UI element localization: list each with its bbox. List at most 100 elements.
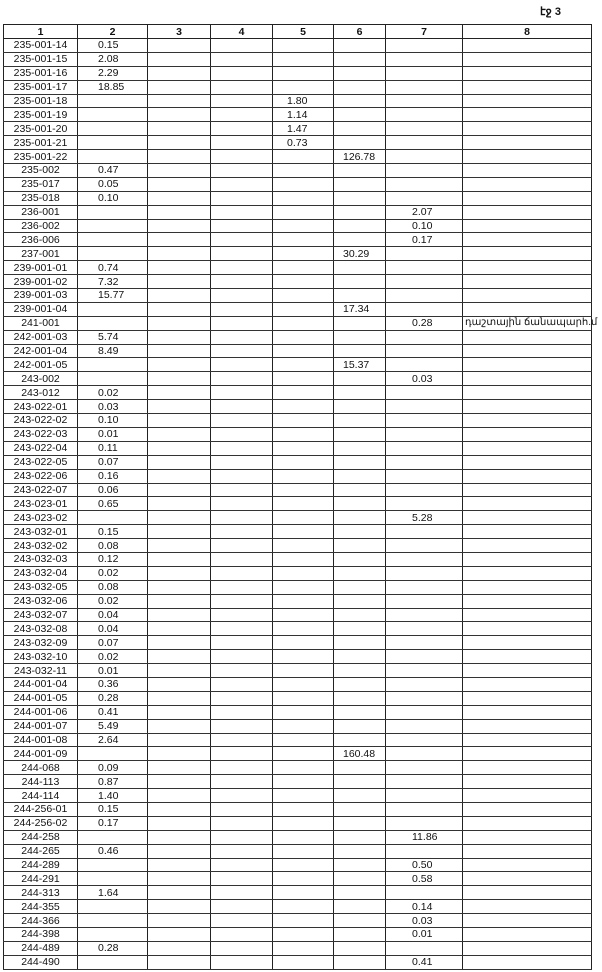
value-cell [333, 871, 386, 887]
value-cell [147, 65, 211, 81]
value-cell [385, 65, 463, 81]
value-cell [210, 649, 273, 665]
value-cell [462, 51, 592, 67]
value-cell [333, 676, 386, 692]
parcel-code-cell: 235-001-17 [3, 79, 78, 95]
value-cell [147, 315, 211, 331]
value-cell [385, 496, 463, 512]
value-cell [272, 343, 334, 359]
value-cell [272, 649, 334, 665]
value-cell [272, 79, 334, 95]
value-cell [462, 468, 592, 484]
value-cell [272, 607, 334, 623]
value-cell [333, 565, 386, 581]
value-cell: 5.28 [385, 510, 463, 526]
parcel-code-cell: 243-012 [3, 385, 78, 401]
value-cell [147, 357, 211, 373]
value-cell [147, 413, 211, 428]
value-cell [210, 718, 273, 734]
table-row: 243-012 0.02 [3, 385, 592, 401]
value-cell [333, 204, 386, 220]
value-cell [147, 551, 211, 567]
table-row: 243-032-03 0.12 [3, 551, 592, 567]
parcel-code-cell: 244-001-09 [3, 746, 78, 762]
value-cell [210, 482, 273, 498]
table-row: 243-022-07 0.06 [3, 482, 592, 498]
value-cell [272, 274, 334, 290]
value-cell [333, 635, 386, 651]
parcel-code-cell: 235-001-18 [3, 93, 78, 109]
table-row: 243-022-04 0.11 [3, 440, 592, 456]
value-cell [385, 621, 463, 637]
value-cell [147, 371, 211, 387]
value-cell [77, 954, 148, 970]
value-cell [210, 843, 273, 859]
value-cell [210, 801, 273, 817]
value-cell [462, 204, 592, 220]
value-cell [272, 871, 334, 887]
value-cell [272, 704, 334, 720]
value-cell [462, 913, 592, 928]
value-cell: 15.77 [77, 288, 148, 303]
value-cell [147, 274, 211, 290]
value-cell [462, 413, 592, 428]
value-cell [333, 65, 386, 81]
value-cell [333, 399, 386, 415]
table-body: 235-001-14 0.15 235-001-15 2.08 235-001-16 2.… [3, 38, 597, 970]
value-cell: 0.74 [77, 260, 148, 276]
value-cell [385, 565, 463, 581]
value-cell [272, 746, 334, 762]
value-cell [385, 274, 463, 290]
value-cell [210, 38, 273, 53]
table-row: 243-022-01 0.03 [3, 399, 592, 415]
parcel-code-cell: 243-032-09 [3, 635, 78, 651]
parcel-code-cell: 244-001-06 [3, 704, 78, 720]
value-cell [333, 940, 386, 956]
value-cell [333, 454, 386, 470]
value-cell: 7.32 [77, 274, 148, 290]
value-cell [272, 399, 334, 415]
value-cell [385, 579, 463, 595]
value-cell [385, 760, 463, 776]
value-cell [210, 913, 273, 928]
table-row: 243-023-01 0.65 [3, 496, 592, 512]
value-cell [272, 857, 334, 873]
parcel-code-cell: 243-022-07 [3, 482, 78, 498]
table-row: 235-001-19 1.14 [3, 107, 592, 123]
parcel-code-cell: 244-489 [3, 940, 78, 956]
value-cell: 0.28 [385, 315, 463, 331]
value-cell [385, 663, 463, 678]
value-cell [462, 260, 592, 276]
value-cell [462, 954, 592, 970]
value-cell [333, 801, 386, 817]
value-cell [272, 510, 334, 526]
value-cell [147, 704, 211, 720]
value-cell [147, 93, 211, 109]
value-cell [210, 190, 273, 206]
table-row: 243-022-02 0.10 [3, 413, 592, 428]
value-cell [210, 510, 273, 526]
table-row: 242-001-03 5.74 [3, 329, 592, 345]
value-cell [272, 468, 334, 484]
value-cell [385, 718, 463, 734]
parcel-code-cell: 239-001-04 [3, 301, 78, 317]
value-cell [333, 413, 386, 428]
value-cell [333, 371, 386, 387]
value-cell: 0.58 [385, 871, 463, 887]
value-cell [385, 343, 463, 359]
value-cell: 0.15 [77, 801, 148, 817]
value-cell [272, 496, 334, 512]
value-cell [462, 621, 592, 637]
value-cell: 0.28 [77, 940, 148, 956]
parcel-code-cell: 243-032-10 [3, 649, 78, 665]
value-cell [147, 732, 211, 748]
value-cell: 0.87 [77, 774, 148, 790]
value-cell [462, 440, 592, 456]
value-cell [210, 440, 273, 456]
value-cell [462, 607, 592, 623]
value-cell: 0.17 [385, 232, 463, 248]
value-cell [385, 413, 463, 428]
value-cell [333, 260, 386, 276]
value-cell: 0.01 [77, 663, 148, 678]
value-cell: 0.65 [77, 496, 148, 512]
